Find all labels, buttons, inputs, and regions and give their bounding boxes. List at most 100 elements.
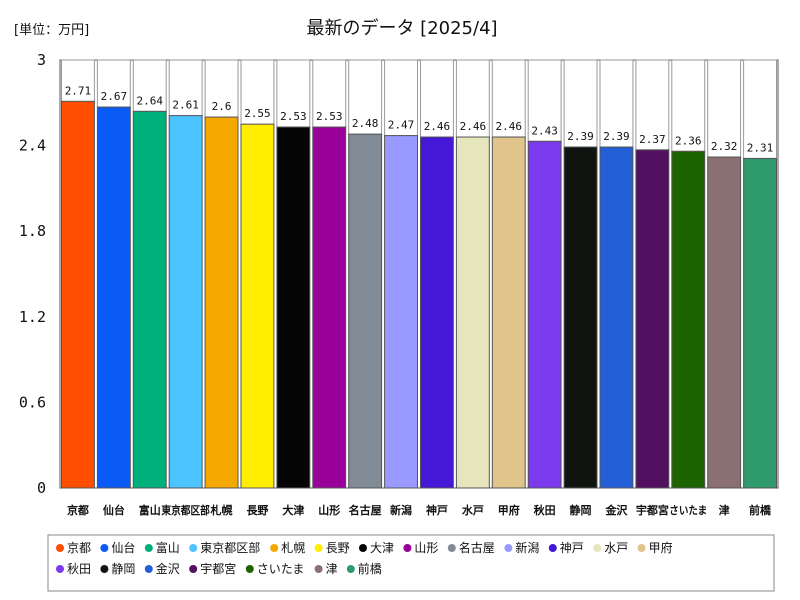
- legend-entry: 仙台: [111, 540, 135, 555]
- legend-entry: 神戸: [560, 541, 584, 555]
- bar-京都: [61, 100, 95, 489]
- bar-水戸: [455, 136, 490, 489]
- bar-札幌: [204, 116, 239, 489]
- legend-entry: 富山: [156, 540, 180, 555]
- legend-swatch: [346, 565, 355, 573]
- bar-富山: [132, 110, 167, 489]
- legend-swatch: [189, 544, 198, 552]
- legend-entry: 前橋: [358, 561, 382, 576]
- bar-background: [96, 59, 131, 108]
- legend-swatch: [637, 544, 646, 552]
- x-tick-label: 札幌: [210, 503, 233, 517]
- bar-background: [671, 59, 706, 152]
- legend-entry: 名古屋: [459, 540, 495, 555]
- legend-swatch: [447, 544, 456, 552]
- legend-entry: 山形: [414, 541, 438, 555]
- bar-background: [61, 59, 95, 102]
- bar-background: [455, 59, 490, 138]
- x-tick-label: 名古屋: [349, 503, 382, 517]
- bar-background: [384, 59, 419, 137]
- legend-swatch: [189, 565, 198, 573]
- data-label: 2.61: [172, 99, 199, 112]
- legend-entry: 津: [326, 562, 338, 576]
- bar-background: [743, 59, 777, 159]
- x-tick-label: 秋田: [534, 503, 556, 517]
- bar-background: [707, 59, 742, 158]
- y-tick-label: 2.4: [19, 137, 46, 155]
- data-label: 2.43: [531, 124, 558, 137]
- y-tick-label: 0: [37, 479, 46, 497]
- x-tick-label: 金沢: [604, 503, 628, 517]
- legend-swatch: [593, 544, 602, 552]
- bar-前橋: [743, 157, 777, 489]
- bar-津: [707, 156, 742, 489]
- bar-background: [168, 59, 203, 117]
- x-tick-label: 大津: [282, 503, 304, 517]
- x-tick-label: 水戸: [462, 503, 484, 517]
- legend-swatch: [359, 544, 367, 552]
- legend-entry: さいたま: [257, 562, 305, 576]
- unit-label: [単位：万円]: [14, 22, 89, 38]
- x-tick-label: 東京都区部: [161, 503, 209, 517]
- x-tick-label: 仙台: [103, 503, 125, 517]
- legend-entry: 札幌: [281, 540, 305, 555]
- legend-entry: 大津: [370, 541, 394, 555]
- data-label: 2.64: [137, 94, 164, 107]
- y-tick-label: 3: [37, 51, 46, 69]
- legend-swatch: [100, 544, 109, 552]
- y-tick-label: 0.6: [19, 393, 46, 411]
- legend-entry: 宇都宮: [200, 561, 236, 576]
- legend-entry: 新潟: [515, 540, 539, 555]
- bar-東京都区部: [168, 115, 203, 489]
- bar-神戸: [420, 136, 454, 489]
- x-tick-label: 静岡: [570, 503, 592, 517]
- legend-entry: 京都: [67, 541, 91, 555]
- data-labels-group: 2.71 2.67 2.64 2.61 2.6 2.55 2.53 2.53 2.48 2.47 2…: [65, 84, 774, 154]
- bar-静岡: [563, 146, 598, 489]
- x-tick-label: さいたま: [669, 504, 707, 517]
- data-label: 2.39: [603, 130, 630, 143]
- data-label: 2.53: [280, 110, 307, 123]
- data-label: 2.6: [212, 100, 232, 113]
- legend-swatch: [56, 565, 64, 573]
- legend-swatch: [144, 565, 153, 573]
- legend-entry: 秋田: [67, 562, 91, 576]
- bar-金沢: [599, 146, 634, 489]
- data-label: 2.46: [496, 120, 523, 133]
- bar-仙台: [96, 106, 131, 489]
- data-label: 2.67: [101, 90, 128, 103]
- bar-長野: [240, 123, 275, 489]
- bar-background: [599, 59, 634, 148]
- bar-background: [240, 59, 275, 125]
- x-tick-label: 津: [719, 503, 730, 517]
- data-label: 2.46: [424, 120, 451, 133]
- x-axis: 京都 仙台 富山 東京都区部札幌 長野 大津 山形 名古屋 新潟 神戸 水戸 甲府 秋田 静岡 金沢 宇都宮さ…: [67, 503, 772, 517]
- legend-swatch: [245, 565, 254, 573]
- x-tick-label: 富山: [139, 503, 161, 517]
- y-tick-label: 1.8: [19, 222, 46, 240]
- data-label: 2.39: [567, 130, 594, 143]
- x-tick-label: 新潟: [390, 503, 412, 517]
- x-tick-label: 京都: [67, 503, 89, 517]
- legend-swatch: [56, 544, 64, 552]
- bar-甲府: [491, 136, 526, 489]
- y-axis: 0 0.6 1.2 1.8 2.4 3: [19, 51, 46, 497]
- x-tick-label: 神戸: [426, 503, 448, 517]
- data-label: 2.32: [711, 140, 738, 153]
- bars-group: [61, 59, 777, 489]
- bar-background: [312, 59, 347, 128]
- data-label: 2.36: [675, 134, 702, 147]
- data-label: 2.37: [639, 133, 666, 146]
- legend-entry: 静岡: [111, 562, 135, 576]
- legend-swatch: [403, 544, 412, 552]
- data-label: 2.31: [747, 141, 774, 154]
- x-tick-label: 宇都宮: [636, 503, 669, 517]
- legend-swatch: [144, 544, 153, 552]
- legend-swatch: [548, 544, 557, 552]
- data-label: 2.53: [316, 110, 343, 123]
- legend-entry: 長野: [326, 541, 350, 555]
- bar-名古屋: [348, 133, 383, 489]
- bar-秋田: [527, 140, 562, 489]
